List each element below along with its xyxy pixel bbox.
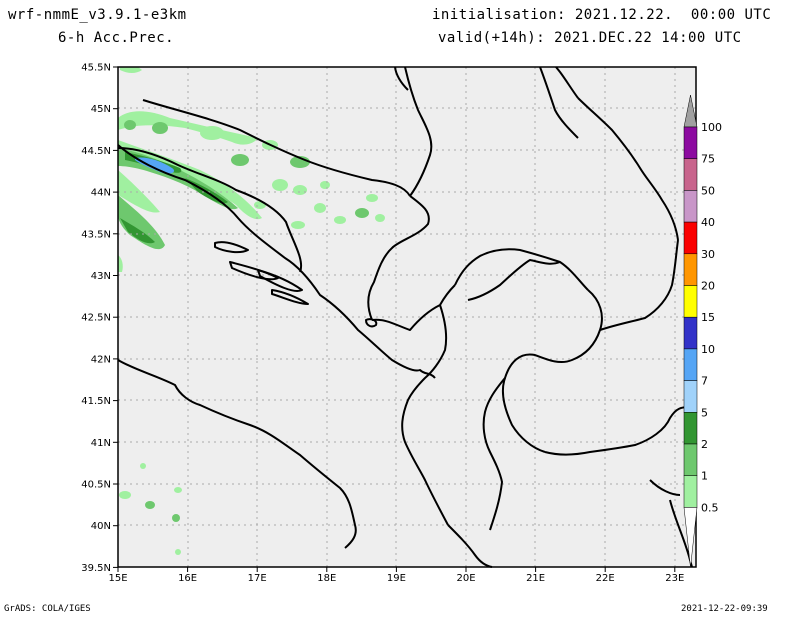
color-bar-label: 10 — [701, 343, 715, 356]
lon-label: 21E — [526, 573, 545, 584]
footer-timestamp: 2021-12-22-09:39 — [681, 604, 768, 614]
color-bar-segment — [683, 158, 698, 191]
lat-label: 45.5N — [81, 63, 111, 74]
lon-label: 16E — [178, 573, 197, 584]
color-bar-segment — [683, 380, 698, 413]
color-bar-label: 40 — [701, 216, 715, 229]
color-bar-label: 100 — [701, 121, 722, 134]
color-bar-label: 30 — [701, 248, 715, 261]
lat-label: 45N — [91, 104, 111, 115]
lat-label: 42.5N — [81, 313, 111, 324]
color-bar-label: 1 — [701, 470, 708, 483]
color-bar-label: 15 — [701, 311, 715, 324]
lat-label: 40N — [91, 521, 111, 532]
color-bar-segment — [683, 253, 698, 286]
color-bar-segment — [683, 190, 698, 223]
init-time: initialisation: 2021.12.22. 00:00 UTC — [432, 7, 772, 23]
color-bar-segment — [683, 443, 698, 476]
lat-axis: 45.5N 45N 44.5N 44N 43.5N 43N 42.5N 42N 41.5N 41N… — [81, 63, 118, 574]
lon-label: 20E — [456, 573, 475, 584]
color-bar-segment — [683, 316, 698, 350]
coastlines-borders — [117, 66, 697, 568]
color-bar-label: 50 — [701, 184, 715, 197]
color-bar-segment — [683, 507, 698, 568]
lon-label: 18E — [317, 573, 336, 584]
lat-label: 40.5N — [81, 480, 111, 491]
color-bar-label: 20 — [701, 280, 715, 293]
lon-label: 19E — [387, 573, 406, 584]
lat-label: 44N — [91, 188, 111, 199]
color-bar-label: 2 — [701, 438, 708, 451]
lat-label: 43.5N — [81, 229, 111, 240]
lat-label: 39.5N — [81, 563, 111, 574]
color-bar-segment — [683, 348, 698, 381]
model-title: wrf-nmmE_v3.9.1-e3km — [8, 7, 187, 23]
lat-label: 44.5N — [81, 146, 111, 157]
color-bar-segment — [683, 475, 698, 508]
color-bar-segment — [683, 285, 698, 318]
color-bar-label: 75 — [701, 153, 715, 166]
color-bar-label: 5 — [701, 406, 708, 419]
footer-credit: GrADS: COLA/IGES — [4, 604, 91, 614]
color-bar-label: 7 — [701, 375, 708, 388]
lon-label: 22E — [596, 573, 615, 584]
color-bar-segment — [683, 126, 698, 159]
color-bar-label: 0.5 — [701, 501, 719, 514]
lon-label: 15E — [108, 573, 127, 584]
color-bar-segment — [683, 221, 698, 255]
lon-label: 17E — [248, 573, 267, 584]
lat-label: 41.5N — [81, 396, 111, 407]
color-bar-segment — [683, 412, 698, 445]
valid-time: valid(+14h): 2021.DEC.22 14:00 UTC — [438, 30, 742, 46]
lon-axis: 15E 16E 17E 18E 19E 20E 21E 22E 23E — [108, 567, 684, 584]
lat-label: 43N — [91, 271, 111, 282]
lat-label: 42N — [91, 354, 111, 365]
lon-label: 23E — [665, 573, 684, 584]
lat-label: 41N — [91, 438, 111, 449]
field-title: 6-h Acc.Prec. — [58, 30, 175, 46]
